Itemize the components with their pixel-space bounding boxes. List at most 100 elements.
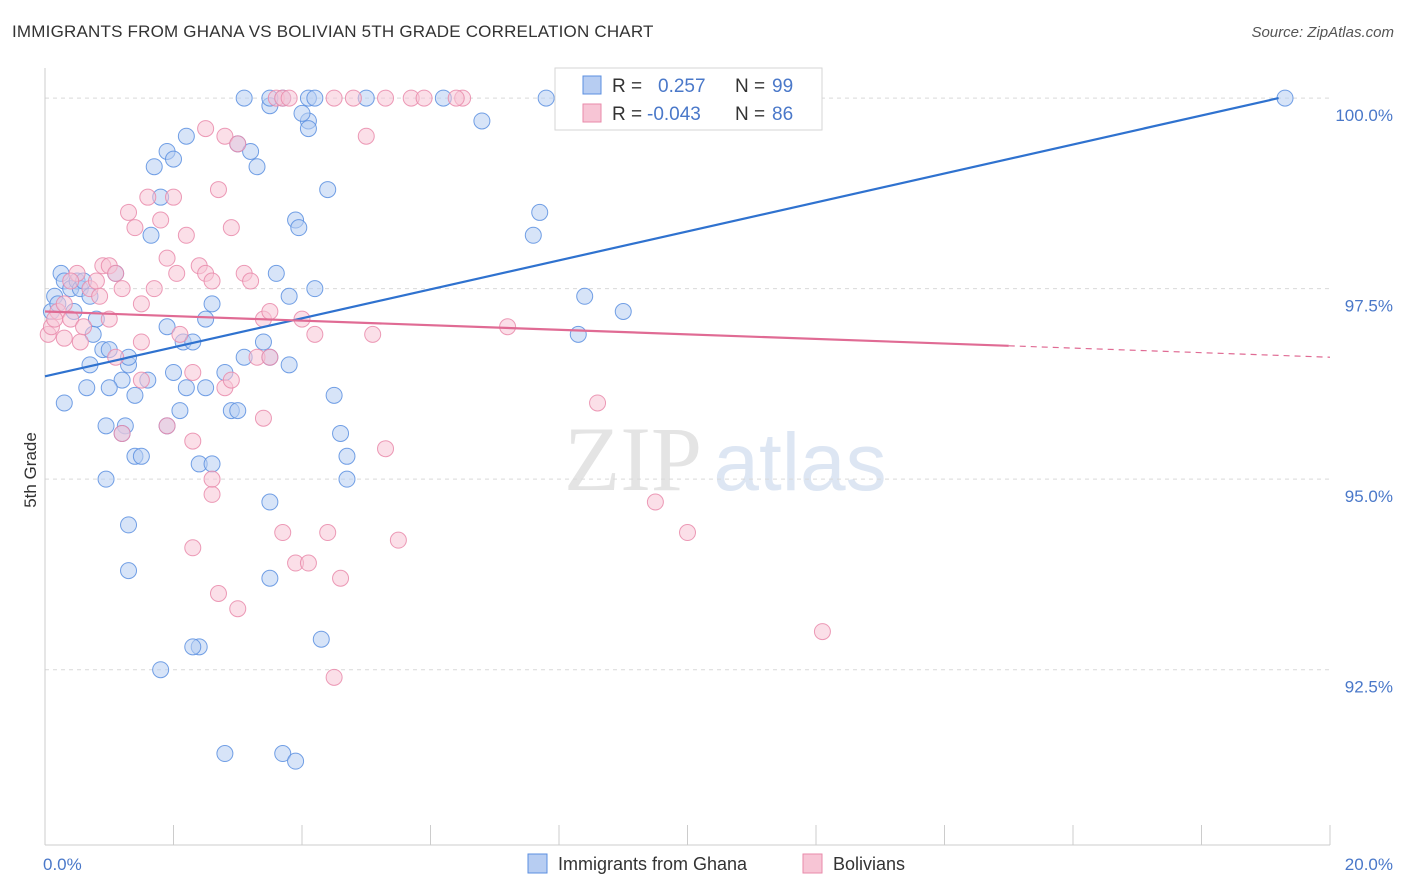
bolivians-point-23	[165, 188, 182, 206]
ghana-point-27	[126, 386, 144, 404]
bolivians-point-55	[113, 424, 131, 442]
legend-swatch-bolivians	[582, 103, 602, 123]
bolivians-point-84	[447, 89, 465, 107]
data-points	[39, 89, 1294, 770]
ghana-point-65	[338, 447, 356, 465]
ghana-point-61	[306, 280, 324, 298]
ghana-point-84	[531, 203, 549, 221]
bolivians-point-37	[242, 272, 260, 290]
bolivians-point-50	[377, 89, 395, 107]
ghana-point-72	[120, 562, 138, 580]
bolivians-point-24	[168, 264, 186, 282]
bolivians-point-22	[158, 249, 176, 267]
bolivians-point-40	[261, 303, 279, 321]
ghana-point-21	[113, 371, 131, 389]
bolivians-point-79	[132, 333, 150, 351]
bolivians-point-18	[132, 371, 150, 389]
ghana-point-53	[254, 333, 272, 351]
bolivians-point-10	[91, 287, 109, 305]
bolivians-point-17	[132, 295, 150, 313]
bolivians-point-43	[280, 89, 298, 107]
ghana-point-95	[261, 569, 279, 587]
legend-bottom-swatch-bolivians	[802, 853, 823, 874]
ghana-point-28	[132, 447, 150, 465]
legend-bottom-label-ghana: Immigrants from Ghana	[558, 854, 748, 874]
bolivians-point-26	[177, 226, 195, 244]
y-tick-label-0: 92.5%	[1345, 678, 1393, 697]
bolivians-point-9	[87, 272, 105, 290]
bolivians-point-45	[306, 325, 324, 343]
ghana-point-37	[171, 402, 189, 420]
ghana-point-83	[524, 226, 542, 244]
ghana-point-43	[197, 379, 215, 397]
bolivians-point-46	[325, 89, 343, 107]
bolivians-point-60	[254, 409, 272, 427]
tick-labels: 92.5% 95.0% 97.5% 100.0% 0.0% 20.0%	[43, 106, 1393, 874]
bolivians-point-33	[216, 127, 234, 145]
bolivians-point-73	[646, 493, 664, 511]
ghana-point-69	[293, 104, 311, 122]
bolivians-point-76	[203, 470, 221, 488]
ghana-point-98	[100, 379, 118, 397]
ghana-point-85	[537, 89, 555, 107]
bolivians-point-7	[75, 318, 93, 336]
ghana-point-17	[97, 417, 115, 435]
ghana-point-87	[576, 287, 594, 305]
ghana-point-78	[287, 752, 305, 770]
ghana-point-52	[248, 158, 266, 176]
bolivians-point-32	[209, 181, 227, 199]
legend-r-label-ghana: R =	[612, 76, 642, 97]
ghana-point-35	[177, 127, 195, 145]
legend-r-value-ghana: 0.257	[658, 76, 706, 97]
ghana-point-66	[338, 470, 356, 488]
ghana-point-74	[216, 745, 234, 763]
y-tick-label-1: 95.0%	[1345, 487, 1393, 506]
ghana-point-57	[280, 287, 298, 305]
ghana-point-76	[152, 661, 170, 679]
bolivians-point-21	[152, 211, 170, 229]
bolivians-point-69	[209, 584, 227, 602]
bolivians-point-31	[203, 272, 221, 290]
ghana-point-51	[242, 142, 260, 160]
ghana-point-86	[569, 325, 587, 343]
bolivians-point-66	[377, 440, 395, 458]
x-tick-label-0: 0.0%	[43, 855, 82, 874]
ghana-point-88	[614, 303, 632, 321]
ghana-point-45	[203, 295, 221, 313]
bolivians-point-74	[679, 524, 696, 542]
bolivians-point-75	[813, 623, 831, 641]
ghana-point-63	[325, 386, 343, 404]
bolivians-point-80	[222, 371, 240, 389]
legend-n-label-ghana: N =	[735, 76, 765, 97]
bolivians-point-77	[107, 348, 125, 366]
chart-source: Source: ZipAtlas.com	[1251, 24, 1394, 41]
legend-r-label-bolivians: R =	[612, 104, 642, 125]
bolivians-point-6	[71, 333, 89, 351]
bolivians-point-15	[120, 203, 138, 221]
ghana-point-9	[55, 394, 73, 412]
bolivians-point-27	[184, 363, 202, 381]
ghana-point-48	[229, 402, 247, 420]
ghana-point-64	[332, 424, 350, 442]
bolivians-point-81	[261, 348, 279, 366]
y-tick-label-2: 97.5%	[1345, 297, 1393, 316]
ghana-point-79	[312, 630, 330, 648]
ghana-point-59	[290, 219, 308, 237]
ghana-point-62	[319, 181, 337, 199]
bolivians-point-85	[100, 310, 118, 328]
ghana-point-75	[184, 638, 202, 656]
bolivians-point-47	[344, 89, 362, 107]
ghana-point-96	[197, 310, 215, 328]
bolivians-point-70	[229, 600, 247, 618]
bolivians-point-16	[126, 219, 144, 237]
legend-bottom-label-bolivians: Bolivians	[833, 854, 905, 874]
legend-bottom: Immigrants from Ghana Bolivians	[527, 853, 905, 874]
bolivians-point-67	[389, 531, 407, 549]
watermark-atlas: atlas	[713, 417, 886, 508]
x-tick-label-1: 20.0%	[1345, 855, 1393, 874]
trend-lines	[44, 97, 1331, 378]
trend-line-bolivians	[44, 310, 1009, 347]
bolivians-point-58	[203, 485, 221, 503]
bolivians-point-20	[145, 280, 163, 298]
